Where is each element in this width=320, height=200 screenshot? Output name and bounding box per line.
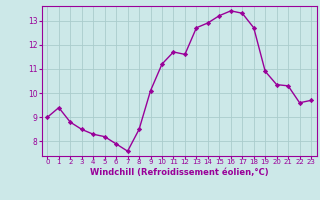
X-axis label: Windchill (Refroidissement éolien,°C): Windchill (Refroidissement éolien,°C) [90,168,268,177]
